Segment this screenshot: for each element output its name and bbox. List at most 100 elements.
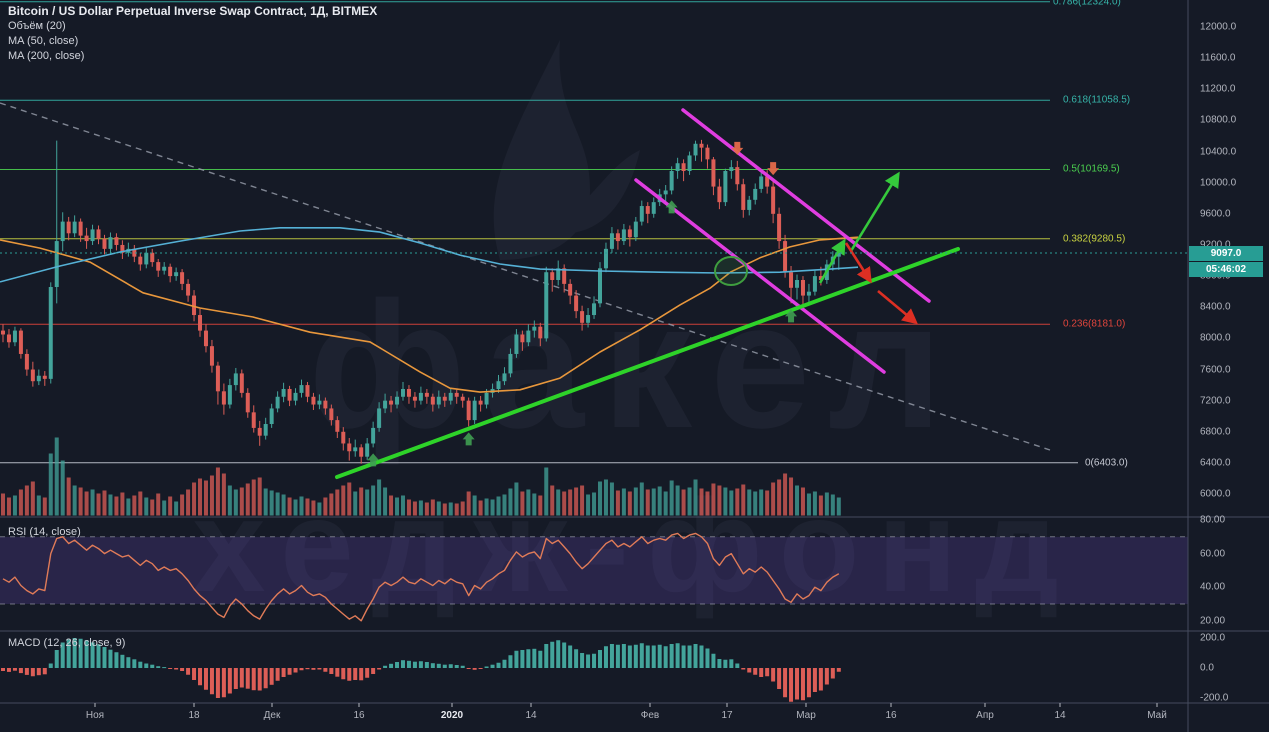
candle-body — [729, 167, 734, 172]
volume-bar — [818, 495, 823, 516]
magenta-channel-line[interactable] — [681, 108, 931, 303]
candle-body — [699, 143, 704, 148]
volume-bar — [311, 500, 316, 516]
golden-cross-ellipse[interactable] — [714, 256, 748, 286]
fibonacci-lines[interactable] — [0, 1, 1078, 464]
candle-body — [544, 272, 549, 339]
volume-bar — [538, 495, 543, 516]
volume-bar — [514, 482, 519, 516]
volume-bar — [162, 500, 167, 516]
red-scenario-arrow[interactable] — [877, 290, 918, 325]
macd-histogram-bar — [418, 661, 423, 668]
green-scenario-arrow[interactable] — [818, 238, 846, 284]
macd-histogram-bar — [275, 668, 280, 681]
candle-body — [251, 412, 256, 428]
candle-body — [759, 176, 764, 189]
candlesticks — [1, 139, 841, 464]
macd-histogram-bar — [305, 668, 310, 670]
macd-histogram-bar — [48, 663, 53, 668]
volume-bar — [359, 487, 364, 516]
macd-histogram-bar — [209, 668, 214, 695]
macd-histogram-bar — [251, 668, 256, 691]
macd-histogram-bar — [568, 645, 573, 668]
macd-histogram-bar — [6, 668, 11, 672]
candle-body — [484, 392, 489, 405]
magenta-channel-line[interactable] — [634, 178, 886, 374]
volume-bar — [365, 489, 370, 516]
volume-bar — [556, 489, 561, 516]
volume-bar — [54, 437, 59, 516]
macd-histogram-bar — [198, 668, 203, 686]
candle-body — [209, 346, 214, 366]
candle-body — [12, 330, 17, 343]
candle-body — [556, 268, 561, 280]
macd-histogram-bar — [377, 668, 382, 670]
macd-histogram-bar — [657, 644, 662, 668]
volume-bar — [192, 482, 197, 516]
volume-bar — [198, 478, 203, 516]
macd-histogram-bar — [615, 644, 620, 668]
ma200-line — [0, 227, 859, 283]
volume-bar — [520, 491, 525, 516]
volume-bar — [478, 500, 483, 516]
volume-bar — [84, 491, 89, 516]
candle-body — [705, 147, 710, 160]
volume-bar — [90, 489, 95, 516]
macd-histogram-bar — [347, 668, 352, 681]
macd-histogram-bar — [245, 668, 250, 689]
macd-histogram-bar — [681, 645, 686, 668]
volume-bar — [186, 489, 191, 516]
green-support-trendline[interactable] — [335, 247, 960, 479]
candle-body — [30, 369, 35, 382]
red-scenario-arrow[interactable] — [844, 242, 872, 284]
volume-bar — [114, 496, 119, 516]
macd-histogram-bar — [693, 644, 698, 668]
up-arrow-marker — [367, 453, 380, 467]
volume-bar — [215, 467, 220, 516]
candle-body — [633, 221, 638, 238]
candle-body — [711, 159, 716, 187]
macd-histogram-bar — [114, 652, 119, 668]
macd-histogram-bar — [341, 668, 346, 680]
macd-histogram-bar — [126, 657, 131, 668]
user-drawings[interactable] — [0, 108, 1188, 479]
macd-histogram-bar — [645, 645, 650, 668]
volume-bar — [484, 498, 489, 516]
rsi-line — [2, 532, 840, 622]
macd-histogram-bar — [663, 646, 668, 668]
candle-body — [818, 276, 823, 280]
macd-histogram-bar — [412, 661, 417, 668]
candle-body — [72, 221, 77, 234]
volume-bar — [30, 481, 35, 516]
candle-body — [36, 375, 41, 382]
macd-histogram-bar — [836, 668, 841, 672]
candle-body — [598, 268, 602, 304]
candle-body — [538, 326, 543, 339]
candle-body — [806, 291, 811, 296]
volume-bar — [12, 495, 17, 516]
volume-bar — [615, 490, 620, 516]
macd-histogram-bar — [430, 663, 435, 668]
volume-bar — [144, 497, 149, 516]
dashed-downtrend-line[interactable] — [0, 102, 1051, 451]
macd-histogram-bar — [508, 655, 513, 668]
candle-body — [783, 241, 788, 273]
volume-bar — [418, 500, 423, 516]
macd-histogram-bar — [365, 668, 370, 678]
candle-body — [645, 206, 650, 214]
volume-bar — [60, 460, 65, 516]
green-scenario-arrow[interactable] — [849, 171, 900, 252]
candle-body — [771, 186, 776, 214]
candle-body — [687, 155, 692, 172]
volume-bar — [598, 481, 602, 516]
volume-bar — [568, 489, 573, 516]
macd-histogram-bar — [329, 668, 334, 674]
macd-histogram-bar — [783, 668, 788, 698]
volume-bar — [317, 502, 322, 516]
volume-bar — [621, 488, 626, 516]
volume-bar — [371, 485, 376, 516]
volume-bar — [603, 479, 608, 516]
candle-body — [532, 326, 537, 331]
candle-body — [359, 447, 364, 457]
